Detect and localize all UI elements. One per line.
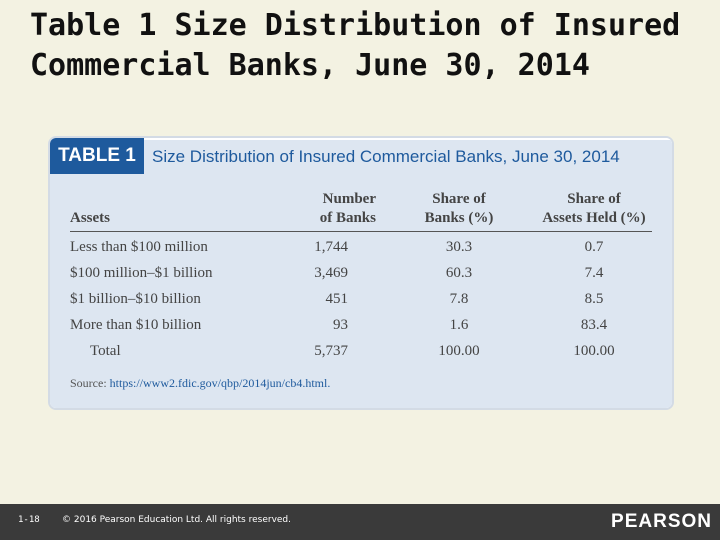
header-share-banks-line-2: Banks (%) bbox=[424, 210, 494, 226]
cell-share-banks: 30.3 bbox=[445, 239, 473, 255]
cell-number: 451 bbox=[325, 291, 349, 307]
cell-number: 93 bbox=[333, 317, 348, 333]
header-number-line-1: Number bbox=[322, 191, 376, 207]
cell-assets: Total bbox=[90, 343, 121, 359]
cell-number: 3,469 bbox=[314, 265, 348, 281]
table-row: $1 billion–$10 billion 451 7.8 8.5 bbox=[70, 286, 652, 312]
header-share-of-banks: Share of Banks (%) bbox=[404, 190, 514, 228]
slide-title-line-1: Table 1 Size Distribution of Insured bbox=[30, 8, 681, 43]
cell-share-banks: 60.3 bbox=[445, 265, 473, 281]
table-banner: TABLE 1 Size Distribution of Insured Com… bbox=[50, 138, 672, 174]
header-assets: Assets bbox=[70, 210, 110, 226]
cell-share-assets: 83.4 bbox=[580, 317, 608, 333]
cell-share-assets: 8.5 bbox=[584, 291, 604, 307]
cell-assets: $1 billion–$10 billion bbox=[70, 291, 201, 307]
cell-share-assets: 7.4 bbox=[584, 265, 604, 281]
table-tag: TABLE 1 bbox=[50, 138, 144, 174]
pearson-logo: PEARSON bbox=[611, 511, 712, 532]
table-card: TABLE 1 Size Distribution of Insured Com… bbox=[48, 136, 674, 410]
cell-share-assets: 100.00 bbox=[573, 343, 615, 359]
table-header: Assets Number of Banks Share of Banks (%… bbox=[70, 184, 652, 230]
cell-share-banks: 100.00 bbox=[438, 343, 480, 359]
table-row: $100 million–$1 billion 3,469 60.3 7.4 bbox=[70, 260, 652, 286]
slide-title-line-2: Commercial Banks, June 30, 2014 bbox=[30, 48, 590, 83]
cell-share-assets: 0.7 bbox=[584, 239, 604, 255]
cell-share-banks: 1.6 bbox=[449, 317, 469, 333]
cell-assets: More than $10 billion bbox=[70, 317, 202, 333]
cell-number: 5,737 bbox=[314, 343, 348, 359]
cell-assets: $100 million–$1 billion bbox=[70, 265, 213, 281]
table-body: Assets Number of Banks Share of Banks (%… bbox=[50, 174, 672, 408]
header-number-line-2: of Banks bbox=[319, 210, 376, 226]
copyright-notice: © 2016 Pearson Education Ltd. All rights… bbox=[62, 515, 292, 525]
header-share-banks-line-1: Share of bbox=[432, 191, 486, 207]
table-row-total: Total 5,737 100.00 100.00 bbox=[70, 338, 652, 364]
slide-title: Table 1 Size Distribution of Insured Com… bbox=[30, 6, 710, 86]
cell-share-banks: 7.8 bbox=[449, 291, 469, 307]
slide-number: 1-18 bbox=[18, 515, 40, 525]
header-share-of-assets: Share of Assets Held (%) bbox=[528, 190, 660, 228]
table-caption: Size Distribution of Insured Commercial … bbox=[144, 140, 672, 174]
table-source: Source: https://www2.fdic.gov/qbp/2014ju… bbox=[70, 376, 330, 391]
header-rule bbox=[70, 231, 652, 232]
table-row: More than $10 billion 93 1.6 83.4 bbox=[70, 312, 652, 338]
cell-number: 1,744 bbox=[314, 239, 348, 255]
header-share-assets-line-1: Share of bbox=[567, 191, 621, 207]
source-label: Source: bbox=[70, 376, 107, 390]
header-share-assets-line-2: Assets Held (%) bbox=[542, 210, 646, 226]
header-number-of-banks: Number of Banks bbox=[286, 190, 376, 228]
slide-footer: 1-18 © 2016 Pearson Education Ltd. All r… bbox=[0, 504, 720, 540]
table-row: Less than $100 million 1,744 30.3 0.7 bbox=[70, 234, 652, 260]
cell-assets: Less than $100 million bbox=[70, 239, 208, 255]
source-link[interactable]: https://www2.fdic.gov/qbp/2014jun/cb4.ht… bbox=[109, 376, 331, 390]
